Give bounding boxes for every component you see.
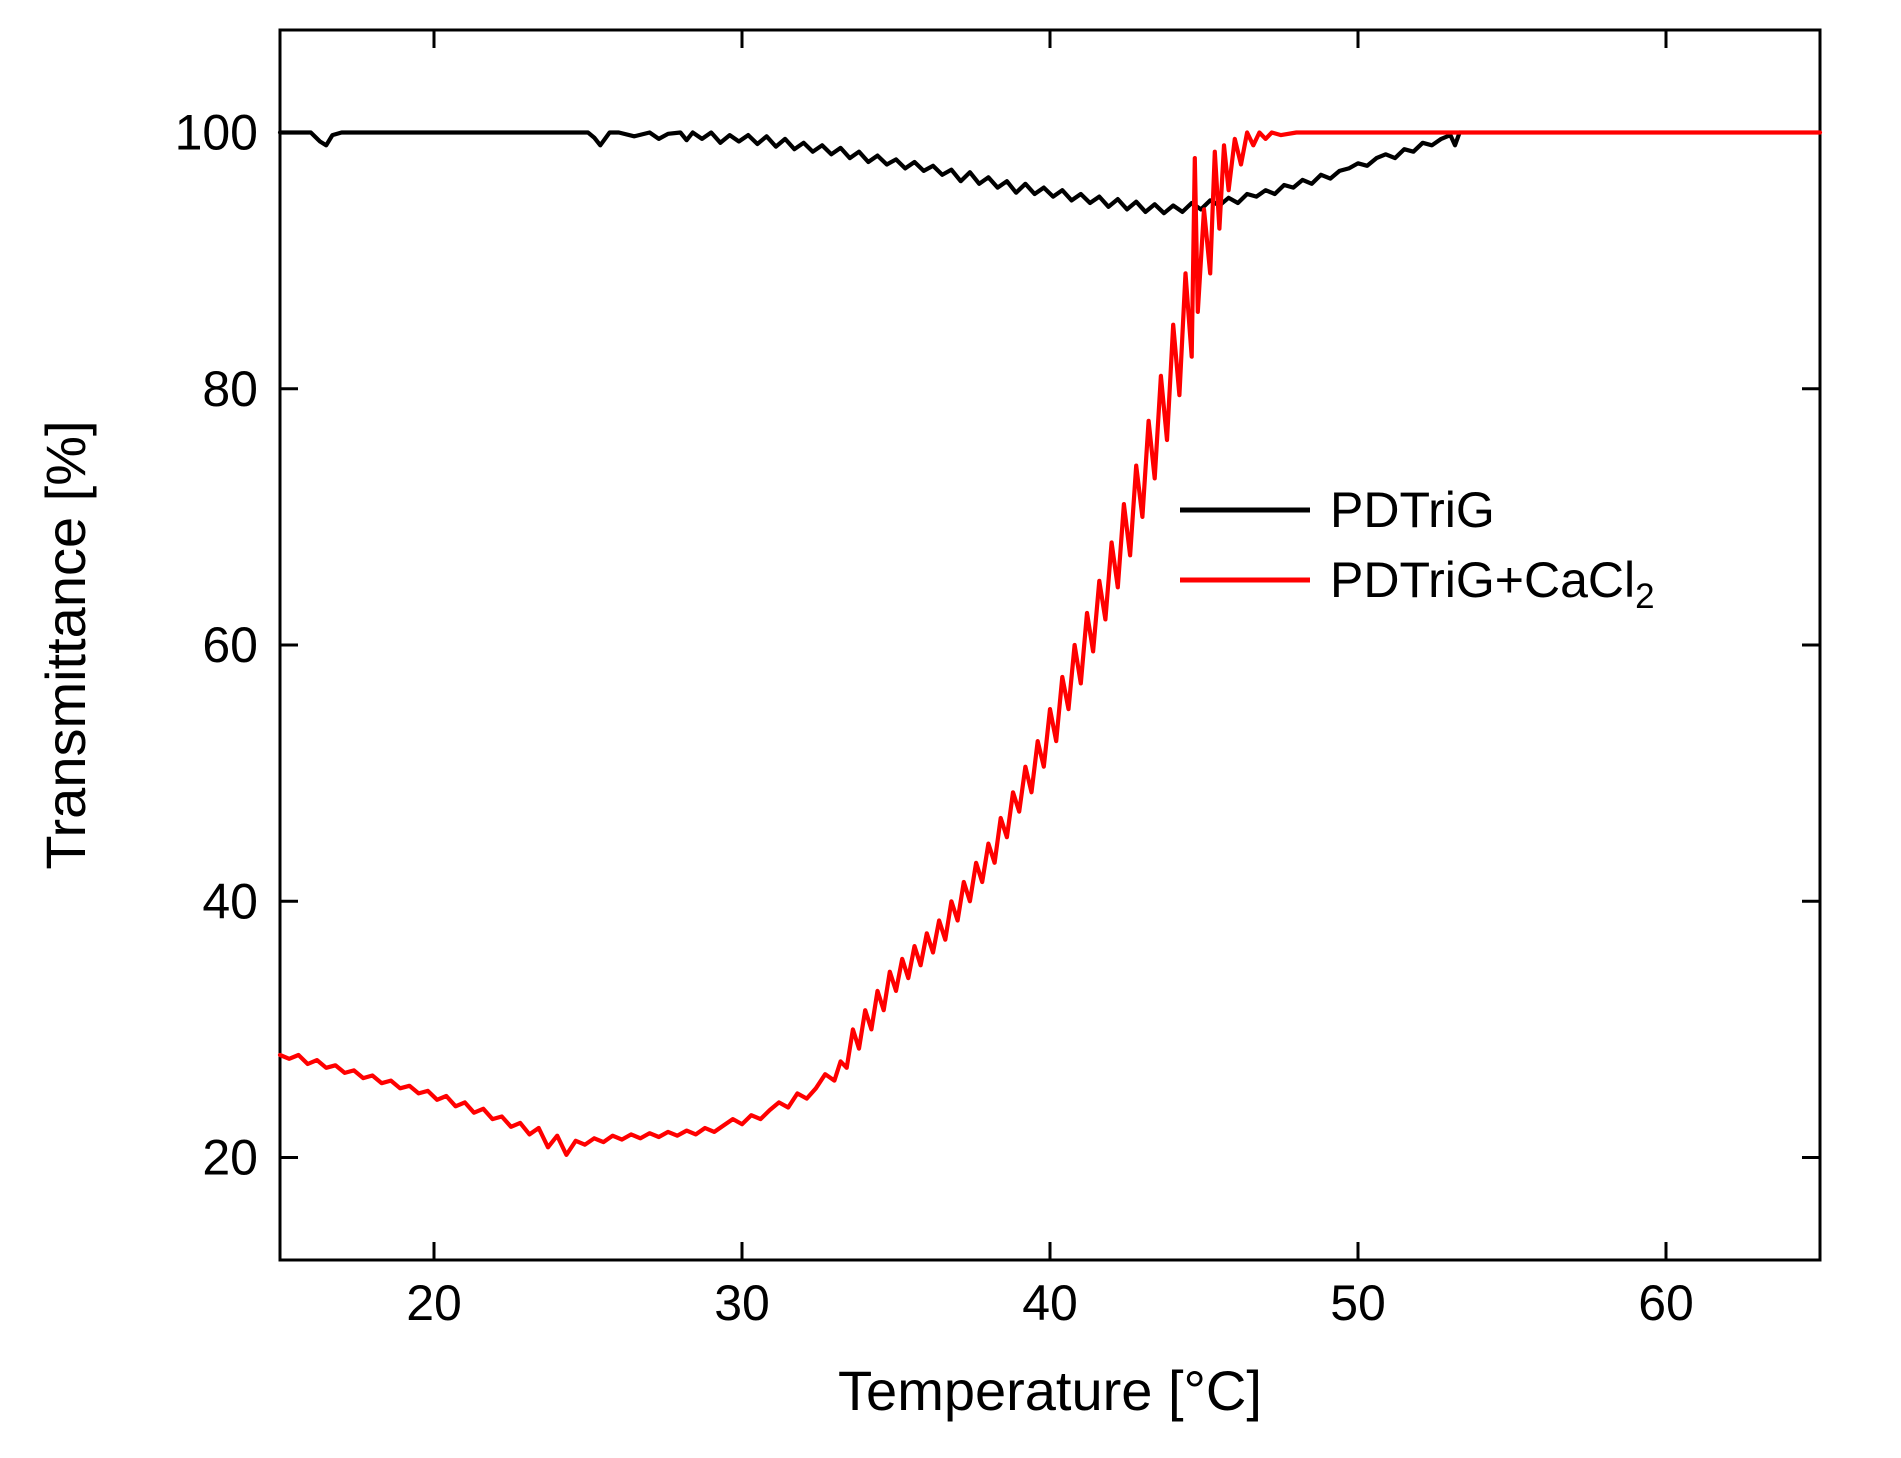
y-axis-label: Transmittance [%] [34, 420, 97, 869]
x-tick-label: 40 [1022, 1275, 1078, 1331]
x-tick-label: 60 [1638, 1275, 1694, 1331]
x-axis-label: Temperature [°C] [838, 1359, 1262, 1422]
y-tick-label: 100 [175, 105, 258, 161]
chart-svg: 20 30 40 50 60 20 40 60 80 100 Temperature [°C] Tra… [0, 0, 1901, 1458]
y-tick-label: 40 [202, 873, 258, 929]
chart-background [0, 0, 1901, 1458]
legend-label: PDTriG [1330, 482, 1495, 538]
x-tick-label: 50 [1330, 1275, 1386, 1331]
y-tick-label: 80 [202, 361, 258, 417]
x-tick-label: 30 [714, 1275, 770, 1331]
transmittance-chart: 20 30 40 50 60 20 40 60 80 100 Temperature [°C] Tra… [0, 0, 1901, 1458]
y-tick-label: 60 [202, 617, 258, 673]
legend-label: PDTriG+CaCl2 [1330, 552, 1655, 616]
y-tick-label: 20 [202, 1130, 258, 1186]
x-tick-label: 20 [406, 1275, 462, 1331]
